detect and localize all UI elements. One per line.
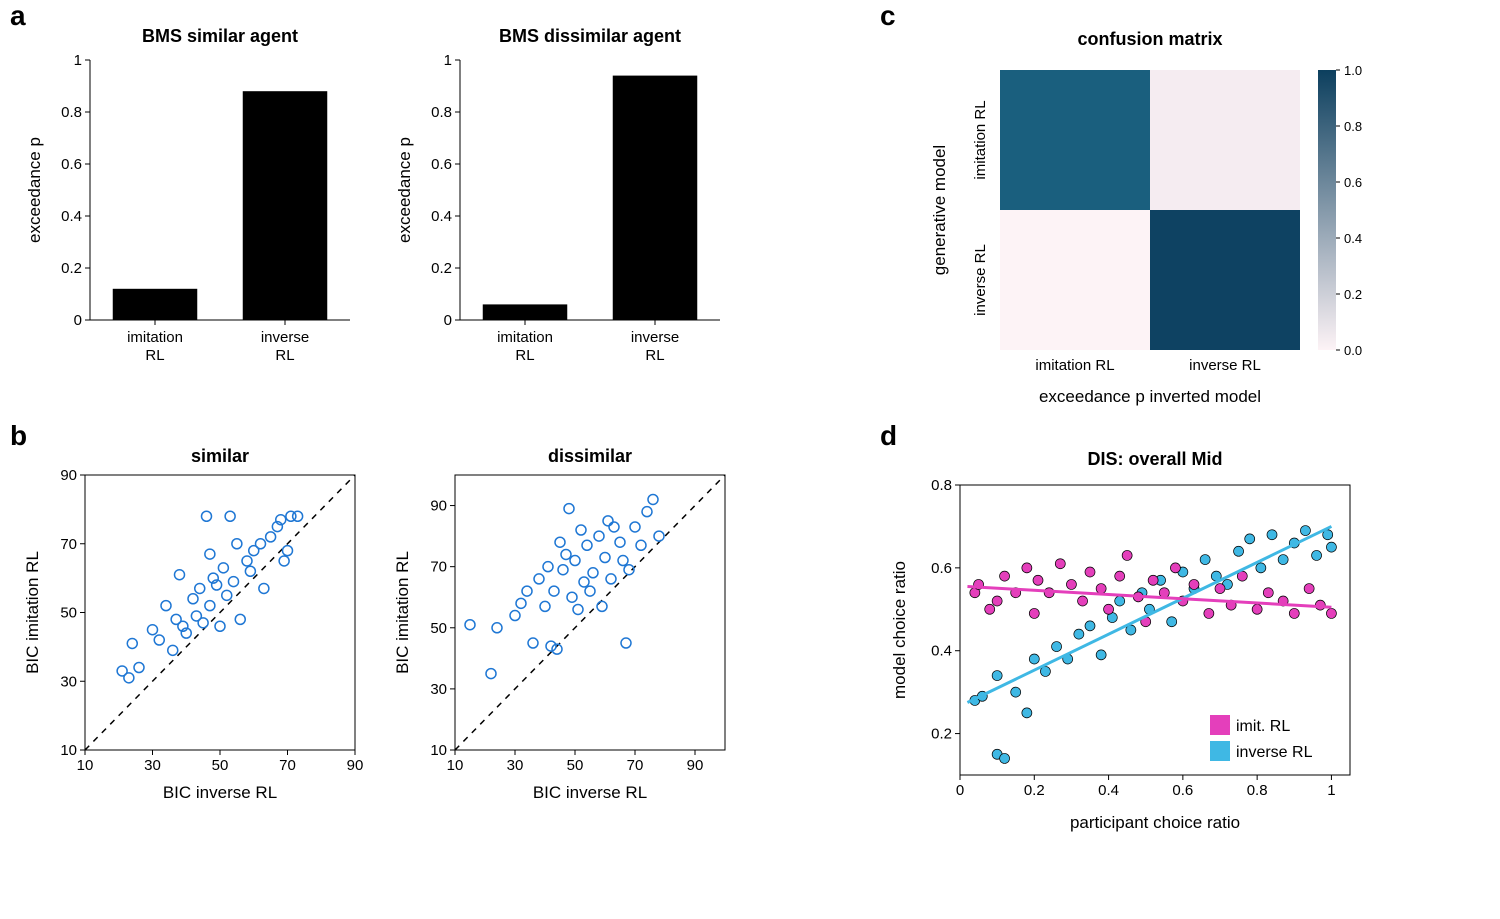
svg-text:10: 10	[60, 742, 77, 759]
panel-a-right: BMS dissimilar agent 0 0.2 0.4 0.6 0.8 1 exceed…	[390, 20, 740, 420]
svg-text:0.8: 0.8	[431, 104, 452, 121]
svg-text:exceedance p: exceedance p	[395, 137, 414, 243]
svg-text:0.6: 0.6	[1172, 782, 1193, 799]
svg-text:70: 70	[60, 536, 77, 553]
svg-text:0.8: 0.8	[61, 104, 82, 121]
svg-text:0.4: 0.4	[931, 643, 952, 660]
svg-text:70: 70	[430, 559, 447, 576]
svg-text:90: 90	[430, 498, 447, 515]
svg-text:inverse RL: inverse RL	[1236, 744, 1313, 761]
svg-text:0.6: 0.6	[431, 156, 452, 173]
svg-text:0.2: 0.2	[1024, 782, 1045, 799]
svg-text:30: 30	[60, 673, 77, 690]
panel-letter-d: d	[880, 420, 897, 452]
svg-text:0.2: 0.2	[61, 260, 82, 277]
panel-b-left: b similar10305070901030507090BIC inverse…	[20, 440, 370, 840]
panel-letter-b: b	[10, 420, 27, 452]
svg-text:exceedance p: exceedance p	[25, 137, 44, 243]
svg-text:RL: RL	[515, 347, 534, 364]
svg-text:imit. RL: imit. RL	[1236, 718, 1290, 735]
svg-text:inverse RL: inverse RL	[1189, 357, 1261, 374]
svg-text:BIC imitation RL: BIC imitation RL	[393, 551, 412, 674]
svg-text:inverse: inverse	[631, 329, 679, 346]
svg-text:dissimilar: dissimilar	[548, 446, 632, 466]
svg-text:imitation RL: imitation RL	[1035, 357, 1114, 374]
svg-text:0.2: 0.2	[1344, 287, 1362, 302]
svg-text:similar: similar	[191, 446, 249, 466]
panel-letter-a: a	[10, 0, 26, 32]
svg-text:10: 10	[77, 757, 94, 774]
svg-text:0.0: 0.0	[1344, 343, 1362, 358]
panel-c: c confusion matriximitation RLinverse RL…	[880, 20, 1380, 420]
svg-text:30: 30	[507, 757, 524, 774]
svg-text:RL: RL	[275, 347, 294, 364]
svg-text:0.4: 0.4	[61, 208, 82, 225]
svg-text:generative model: generative model	[930, 145, 949, 275]
svg-text:RL: RL	[645, 347, 664, 364]
svg-text:0.4: 0.4	[431, 208, 452, 225]
svg-text:50: 50	[430, 620, 447, 637]
svg-text:imitation: imitation	[127, 329, 183, 346]
svg-text:0: 0	[956, 782, 964, 799]
svg-text:1: 1	[444, 52, 452, 69]
svg-text:0.8: 0.8	[1247, 782, 1268, 799]
svg-text:DIS: overall Mid: DIS: overall Mid	[1087, 449, 1222, 469]
svg-text:10: 10	[430, 742, 447, 759]
svg-text:BIC imitation RL: BIC imitation RL	[23, 551, 42, 674]
svg-text:BIC inverse RL: BIC inverse RL	[163, 783, 277, 802]
svg-text:70: 70	[279, 757, 296, 774]
svg-text:50: 50	[60, 605, 77, 622]
svg-text:1.0: 1.0	[1344, 63, 1362, 78]
svg-text:10: 10	[447, 757, 464, 774]
svg-text:confusion matrix: confusion matrix	[1077, 29, 1222, 49]
scatter-fit-dis: DIS: overall Mid 0 0.2 0.4 0.6 0.8 1 0.2 0.4 0.6 0…	[880, 440, 1380, 840]
svg-text:inverse: inverse	[261, 329, 309, 346]
svg-text:0.2: 0.2	[431, 260, 452, 277]
panel-a-left: a BMS similar agent00.20.40.60.81exceeda…	[20, 20, 370, 420]
svg-text:0.8: 0.8	[1344, 119, 1362, 134]
confusion-matrix: confusion matrix imitation RL inverse RL im…	[880, 20, 1380, 420]
svg-text:0.8: 0.8	[931, 477, 952, 494]
svg-text:imitation RL: imitation RL	[972, 100, 989, 179]
scatter-similar: similar 10 30 50 70 90 10 30 50 70 90 BIC inverse R…	[20, 440, 370, 810]
svg-text:90: 90	[687, 757, 704, 774]
svg-text:BIC inverse RL: BIC inverse RL	[533, 783, 647, 802]
svg-text:30: 30	[144, 757, 161, 774]
svg-text:0.4: 0.4	[1098, 782, 1119, 799]
svg-text:RL: RL	[145, 347, 164, 364]
svg-text:1: 1	[74, 52, 82, 69]
bar-chart-similar: BMS similar agent 0 0.2 0.4 0.6 0.8 1 exceedanc…	[20, 20, 370, 390]
svg-text:0.6: 0.6	[1344, 175, 1362, 190]
svg-text:exceedance p inverted model: exceedance p inverted model	[1039, 387, 1261, 406]
svg-text:90: 90	[347, 757, 364, 774]
svg-text:1: 1	[1327, 782, 1335, 799]
svg-text:participant choice ratio: participant choice ratio	[1070, 813, 1240, 832]
svg-text:50: 50	[567, 757, 584, 774]
scatter-dissimilar: dissimilar 10 30 50 70 90 10 30 50 70 90 BIC invers…	[390, 440, 740, 810]
svg-text:50: 50	[212, 757, 229, 774]
svg-text:30: 30	[430, 681, 447, 698]
svg-text:model choice ratio: model choice ratio	[890, 561, 909, 699]
svg-text:0.6: 0.6	[61, 156, 82, 173]
svg-text:0.4: 0.4	[1344, 231, 1362, 246]
svg-text:imitation: imitation	[497, 329, 553, 346]
svg-text:BMS similar agent: BMS similar agent	[142, 26, 298, 46]
svg-text:0.6: 0.6	[931, 560, 952, 577]
panel-letter-c: c	[880, 0, 896, 32]
svg-text:70: 70	[627, 757, 644, 774]
bar-chart-dissimilar: BMS dissimilar agent 0 0.2 0.4 0.6 0.8 1 exceed…	[390, 20, 740, 390]
svg-text:0: 0	[74, 312, 82, 329]
svg-text:0.2: 0.2	[931, 726, 952, 743]
panel-b-right: dissimilar 10 30 50 70 90 10 30 50 70 90 BIC invers…	[390, 440, 740, 840]
svg-text:90: 90	[60, 467, 77, 484]
svg-text:inverse RL: inverse RL	[972, 244, 989, 316]
svg-text:BMS dissimilar agent: BMS dissimilar agent	[499, 26, 681, 46]
panel-d: d DIS: overall Mid00.20.40.60.810.20.40.…	[880, 440, 1380, 840]
svg-text:0: 0	[444, 312, 452, 329]
